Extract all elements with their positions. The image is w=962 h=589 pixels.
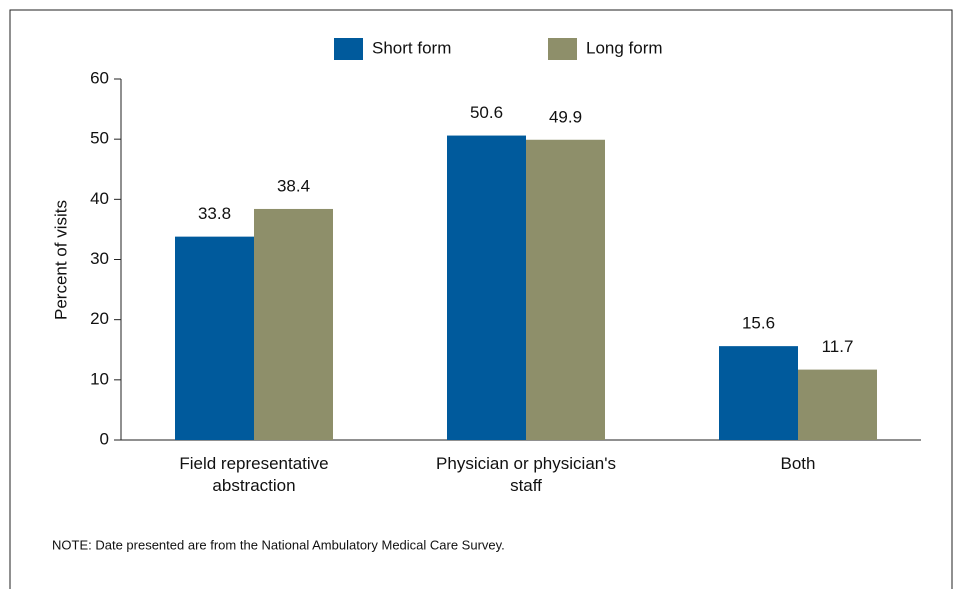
legend-swatch bbox=[334, 38, 363, 60]
value-label: 38.4 bbox=[277, 176, 310, 195]
bar bbox=[719, 346, 798, 440]
value-label: 33.8 bbox=[198, 204, 231, 223]
value-label: 50.6 bbox=[470, 103, 503, 122]
x-tick-label: Field representative abstraction bbox=[179, 454, 329, 495]
legend-swatch bbox=[548, 38, 577, 60]
note: NOTE: Date presented are from the Nation… bbox=[52, 537, 505, 552]
bar bbox=[526, 139, 605, 441]
bar bbox=[447, 135, 526, 440]
bar bbox=[175, 236, 254, 440]
y-tick-label: 60 bbox=[90, 68, 109, 87]
frame bbox=[9, 9, 953, 589]
y-tick-label: 10 bbox=[90, 369, 109, 388]
x-tick-label: Physician or physician's staff bbox=[436, 454, 616, 495]
y-tick-label: 0 bbox=[100, 429, 109, 448]
y-tick-label: 20 bbox=[90, 309, 109, 328]
y-tick-label: 30 bbox=[90, 249, 109, 268]
legend-label: Short form bbox=[372, 38, 451, 57]
y-tick-label: 50 bbox=[90, 129, 109, 148]
value-label: 11.7 bbox=[822, 337, 854, 356]
x-tick-label: Both bbox=[780, 454, 816, 473]
y-tick-label: 40 bbox=[90, 189, 109, 208]
value-label: 49.9 bbox=[549, 107, 582, 126]
bar bbox=[798, 369, 877, 440]
bar bbox=[254, 208, 333, 440]
value-label: 15.6 bbox=[742, 314, 775, 333]
y-axis-label: Percent of visits bbox=[51, 200, 70, 320]
legend-label: Long form bbox=[586, 38, 663, 57]
